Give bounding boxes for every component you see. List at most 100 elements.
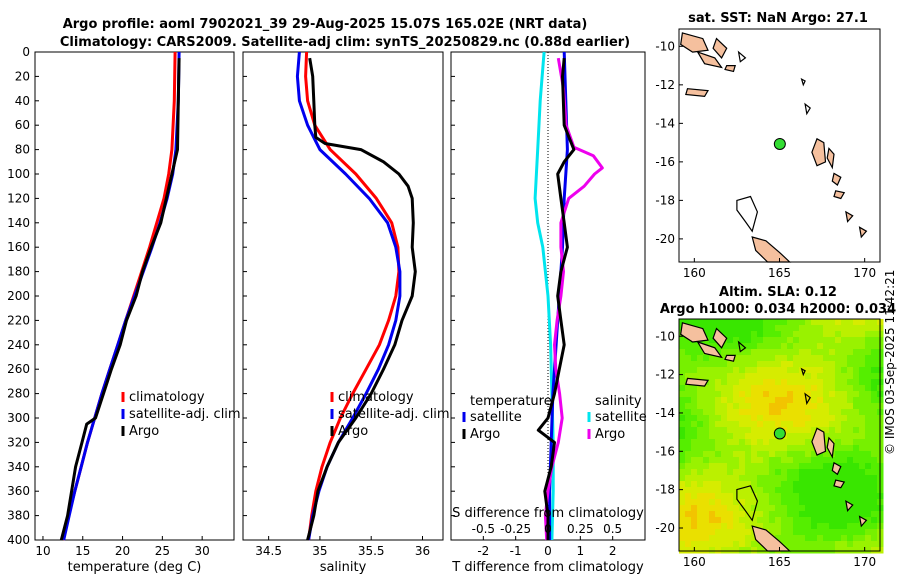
sla-cell [835, 493, 842, 500]
sla-cell [703, 529, 710, 536]
sla-cell [763, 469, 770, 476]
sla-cell [841, 517, 848, 524]
sla-cell [757, 469, 764, 476]
sla-cell [781, 349, 788, 356]
sla-cell [745, 433, 752, 440]
sla-cell [805, 463, 812, 470]
y-tick-label: 20 [15, 69, 30, 83]
sla-cell [715, 415, 722, 422]
sla-cell [751, 451, 758, 458]
sla-cell [871, 385, 878, 392]
sla-cell [721, 463, 728, 470]
sla-cell [775, 445, 782, 452]
sla-cell [793, 445, 800, 452]
sla-cell [679, 415, 686, 422]
sla-cell [799, 487, 806, 494]
sla-cell [721, 445, 728, 452]
reef-outline [800, 77, 806, 87]
s-diff-tick-label: -0.5 [472, 522, 495, 536]
sla-cell [835, 409, 842, 416]
sla-cell [829, 469, 836, 476]
sla-cell [697, 385, 704, 392]
sla-cell [859, 493, 866, 500]
sla-cell [697, 529, 704, 536]
sla-cell [715, 409, 722, 416]
sla-cell [859, 367, 866, 374]
sla-cell [715, 487, 722, 494]
sla-cell [709, 337, 716, 344]
sla-cell [781, 319, 788, 326]
sla-cell [811, 355, 818, 362]
sla-cell [793, 415, 800, 422]
sla-cell [757, 325, 764, 332]
sla-cell [751, 493, 758, 500]
sla-cell [709, 439, 716, 446]
sla-cell [781, 535, 788, 542]
sla-cell [775, 505, 782, 512]
sla-cell [685, 517, 692, 524]
sla-cell [823, 403, 830, 410]
lon-tick-label: 170 [853, 555, 876, 569]
sla-cell [697, 487, 704, 494]
sla-cell [697, 409, 704, 416]
sla-cell [859, 331, 866, 338]
sla-cell [715, 469, 722, 476]
sla-cell [703, 391, 710, 398]
sla-cell [847, 451, 854, 458]
sla-cell [757, 331, 764, 338]
sla-cell [805, 343, 812, 350]
sla-cell [799, 319, 806, 326]
sla-cell [703, 523, 710, 530]
sla-cell [865, 493, 872, 500]
sla-cell [823, 475, 830, 482]
sla-cell [841, 529, 848, 536]
sla-cell [847, 385, 854, 392]
sla-cell [739, 523, 746, 530]
sla-cell [853, 343, 860, 350]
sla-cell [739, 373, 746, 380]
sla-cell [691, 349, 698, 356]
sla-cell [787, 547, 794, 554]
sla-cell [781, 337, 788, 344]
sla-cell [871, 493, 878, 500]
sla-cell [841, 403, 848, 410]
sla-cell [841, 445, 848, 452]
sla-cell [751, 463, 758, 470]
sla-cell [721, 403, 728, 410]
sla-cell [709, 523, 716, 530]
sla-cell [859, 481, 866, 488]
island [831, 172, 842, 186]
sla-cell [829, 379, 836, 386]
sla-cell [751, 469, 758, 476]
sla-cell [745, 523, 752, 530]
lon-tick-label: 170 [853, 266, 876, 280]
series-argo [59, 58, 181, 541]
sla-cell [787, 367, 794, 374]
sla-cell [787, 439, 794, 446]
island [826, 436, 835, 459]
sla-cell [841, 511, 848, 518]
sla-cell [847, 367, 854, 374]
sla-cell [829, 463, 836, 470]
x-tick-label: 35.5 [358, 544, 385, 558]
sla-cell [733, 547, 740, 554]
sla-cell [739, 505, 746, 512]
sla-cell [847, 487, 854, 494]
sla-cell [781, 403, 788, 410]
sla-cell [799, 349, 806, 356]
sla-cell [763, 385, 770, 392]
sla-cell [709, 493, 716, 500]
sla-cell [769, 385, 776, 392]
sla-cell [799, 523, 806, 530]
sla-cell [709, 517, 716, 524]
sla-cell [799, 433, 806, 440]
sla-cell [811, 391, 818, 398]
sla-cell [691, 427, 698, 434]
sla-cell [787, 517, 794, 524]
sla-cell [733, 415, 740, 422]
sla-cell [709, 445, 716, 452]
lon-tick-label: 165 [768, 266, 791, 280]
sla-cell [727, 361, 734, 368]
sla-cell [685, 523, 692, 530]
sla-cell [853, 373, 860, 380]
